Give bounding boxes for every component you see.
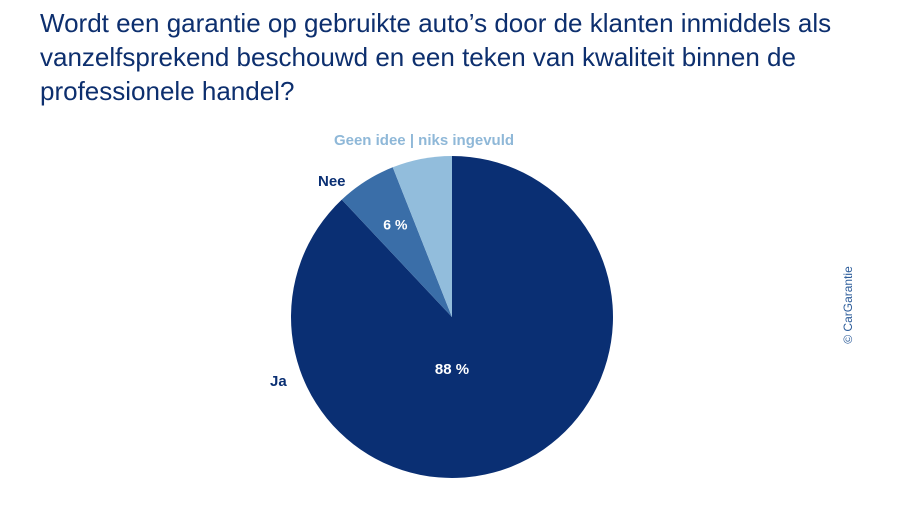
pie-slice-nee xyxy=(341,167,452,317)
data-label-ja: 88 % xyxy=(435,361,469,378)
category-label-ja: Ja xyxy=(270,373,287,390)
data-label-nee: 6 % xyxy=(383,217,408,233)
category-label-geen-idee: Geen idee | niks ingevuld xyxy=(334,132,514,149)
pie-slice-geen-idee-niks-ingevuld xyxy=(392,156,452,317)
chart-title: Wordt een garantie op gebruikte auto’s d… xyxy=(40,8,832,106)
category-label-nee: Nee xyxy=(318,173,346,190)
pie-slices xyxy=(290,156,614,478)
copyright-text: © CarGarantie xyxy=(841,266,855,344)
pie-labels: 88 % Ja 6 % Nee Geen idee | niks ingevuld xyxy=(270,132,514,390)
